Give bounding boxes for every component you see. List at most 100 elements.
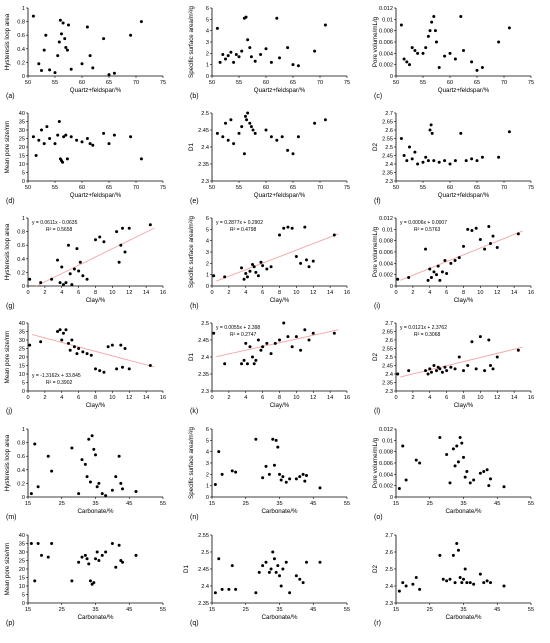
data-point xyxy=(29,492,33,496)
y-tick-label: 5 xyxy=(206,17,209,23)
data-point xyxy=(491,234,495,238)
data-point xyxy=(284,480,288,484)
x-tick-label: 55 xyxy=(236,80,242,86)
x-axis-label: Quartz+feldspar/% xyxy=(254,192,306,199)
y-tick-label: 15 xyxy=(19,576,25,582)
data-point xyxy=(119,343,123,347)
data-point xyxy=(117,454,121,458)
y-tick-label: 25 xyxy=(19,559,25,565)
x-tick-label: 45 xyxy=(310,501,316,507)
y-tick-label: 2.35 xyxy=(382,381,393,387)
data-point xyxy=(242,358,246,362)
y-axis-label: Pore volume/mL/g xyxy=(372,226,379,277)
y-axis-label: Specific surface area/m²/g xyxy=(188,427,195,499)
data-point xyxy=(119,481,123,485)
data-point xyxy=(470,60,474,64)
data-point xyxy=(226,138,230,142)
data-point xyxy=(475,159,479,163)
x-tick-label: 65 xyxy=(106,80,112,86)
data-point xyxy=(94,453,97,457)
y-tick-label: 20 xyxy=(19,355,25,361)
data-point xyxy=(69,67,73,71)
y-tick-label: 4 xyxy=(206,239,209,245)
data-point xyxy=(230,564,234,568)
data-point xyxy=(240,362,244,366)
data-point xyxy=(88,54,92,58)
data-point xyxy=(437,160,441,164)
data-point xyxy=(234,52,238,56)
data-point xyxy=(261,264,265,268)
panel-a: 50 55 60 65 70 75 0 0.2 0.4 0.6 0.8 1 Quartz+feldspa… xyxy=(4,6,166,100)
y-tick-label: 2.7 xyxy=(385,321,393,327)
data-point xyxy=(64,45,68,49)
data-point xyxy=(42,48,46,52)
data-point xyxy=(240,125,244,129)
x-tick-label: 55 xyxy=(160,501,166,507)
data-point xyxy=(460,581,464,585)
y-tick-label: 2.6 xyxy=(385,128,393,134)
data-point xyxy=(63,37,67,41)
x-tick-label: 10 xyxy=(293,290,299,296)
x-tick-label: 50 xyxy=(25,80,31,86)
data-point xyxy=(502,485,506,489)
x-tick-label: 16 xyxy=(528,290,534,296)
data-point xyxy=(224,57,227,61)
data-point xyxy=(453,57,457,61)
x-tick-label: 12 xyxy=(126,290,132,296)
data-point xyxy=(288,477,292,481)
y-tick-label: 2.35 xyxy=(198,601,209,607)
data-point xyxy=(448,481,452,485)
data-point xyxy=(45,125,49,129)
data-point xyxy=(56,258,60,262)
y-tick-label: 35 xyxy=(19,120,25,126)
data-point xyxy=(291,152,295,156)
data-point xyxy=(401,444,405,448)
data-point xyxy=(28,277,32,281)
y-tick-label: 2.4 xyxy=(385,584,393,590)
y-tick-label: 0.012 xyxy=(379,427,393,433)
y-tick-label: 5 xyxy=(206,227,209,233)
y-tick-label: 40 xyxy=(19,111,25,117)
data-point xyxy=(275,16,279,20)
data-point xyxy=(451,447,455,451)
x-tick-label: 75 xyxy=(160,80,166,86)
data-point xyxy=(249,55,253,59)
data-point xyxy=(44,33,48,37)
data-point xyxy=(480,66,484,69)
y-tick-label: 2.45 xyxy=(382,364,393,370)
panel-label: (p) xyxy=(6,620,15,627)
data-point xyxy=(261,476,265,480)
y-tick-label: 5 xyxy=(22,171,25,177)
panel-label: (h) xyxy=(190,303,199,310)
y-tick-label: 0.6 xyxy=(17,33,25,39)
data-point xyxy=(502,584,506,588)
panel-q: 15 25 35 45 55 2.35 2.4 2.45 2.5 2.55 Carbonate/% D… xyxy=(183,533,350,627)
data-point xyxy=(274,438,278,442)
panel-label: (a) xyxy=(6,93,15,100)
data-point xyxy=(57,40,61,44)
data-point xyxy=(483,247,487,251)
x-tick-label: 55 xyxy=(160,607,166,613)
data-point xyxy=(438,553,442,557)
x-tick-label: 15 xyxy=(393,607,399,613)
y-tick-label: 2.5 xyxy=(385,145,393,151)
data-point xyxy=(432,15,436,18)
data-point xyxy=(64,281,68,285)
y-tick-label: 0.004 xyxy=(379,51,393,57)
data-point xyxy=(475,68,479,72)
data-point xyxy=(438,436,442,439)
data-point xyxy=(457,256,461,260)
data-point xyxy=(456,460,460,464)
data-point xyxy=(453,259,457,262)
data-point xyxy=(33,579,37,583)
data-point xyxy=(85,137,89,140)
data-point xyxy=(468,481,472,485)
data-point xyxy=(278,574,281,578)
data-point xyxy=(115,230,119,234)
data-point xyxy=(244,341,248,345)
y-tick-label: 2.35 xyxy=(382,171,393,177)
data-point xyxy=(110,542,114,545)
data-point xyxy=(223,362,227,366)
x-tick-label: 60 xyxy=(263,80,269,86)
y-tick-label: 0.6 xyxy=(17,243,25,249)
